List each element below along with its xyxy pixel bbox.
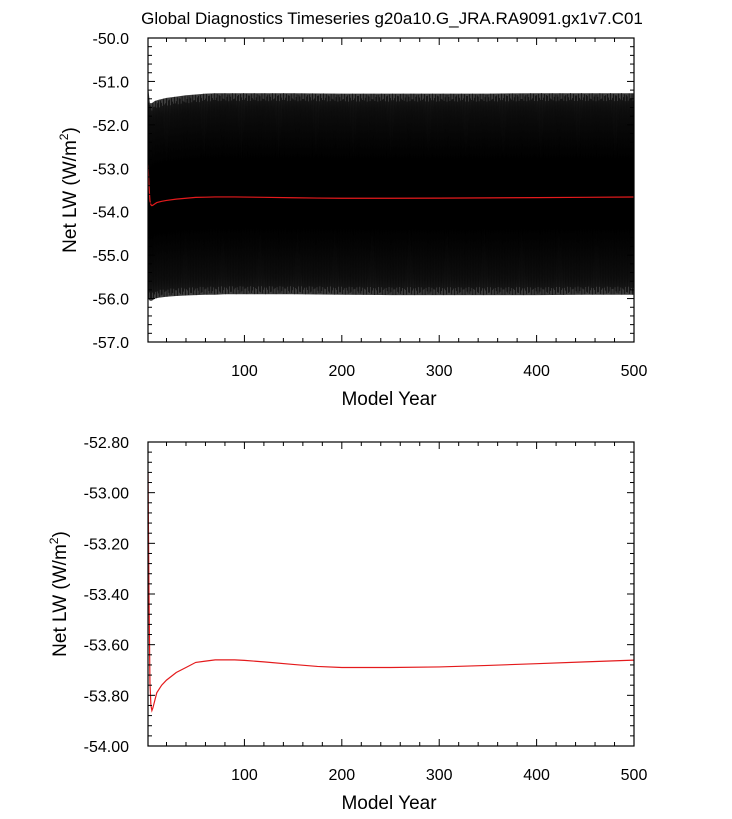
x-axis-label: Model Year <box>341 793 437 814</box>
y-tick-label: -54.00 <box>84 739 129 756</box>
y-tick-label: -54.0 <box>93 205 130 222</box>
y-tick-label: -53.20 <box>84 536 129 553</box>
series-annual-mean-line <box>148 472 634 713</box>
y-tick-label: -55.0 <box>93 248 130 265</box>
y-tick-label: -53.80 <box>84 688 129 705</box>
y-tick-label: -50.0 <box>93 31 130 48</box>
y-tick-label: -53.60 <box>84 638 129 655</box>
x-tick-label: 400 <box>523 363 550 380</box>
plot-area <box>148 85 634 301</box>
plot-area <box>148 472 634 713</box>
y-tick-label: -57.0 <box>93 335 130 352</box>
y-axis-label: Net LW (W/m2) <box>57 127 81 253</box>
series-annual-mean-line <box>148 164 634 207</box>
y-tick-label: -56.0 <box>93 292 130 309</box>
x-tick-label: 100 <box>231 363 258 380</box>
y-tick-label: -51.0 <box>93 74 130 91</box>
x-tick-label: 200 <box>328 767 355 784</box>
x-tick-label: 500 <box>621 767 648 784</box>
plot-frame <box>147 441 635 747</box>
x-tick-label: 400 <box>523 767 550 784</box>
x-tick-label: 200 <box>328 363 355 380</box>
y-tick-label: -53.0 <box>93 161 130 178</box>
y-tick-label: -52.80 <box>84 435 129 452</box>
x-tick-label: 100 <box>231 767 258 784</box>
x-tick-label: 300 <box>426 363 453 380</box>
y-tick-label: -52.0 <box>93 118 130 135</box>
bottom-panel: 100 200 300 400 500 -52.80 -53.00 -53.20 -53.40 -… <box>47 435 647 814</box>
x-tick-label: 300 <box>426 767 453 784</box>
figure-title: Global Diagnostics Timeseries g20a10.G_J… <box>141 9 643 28</box>
y-tick-label: -53.00 <box>84 486 129 503</box>
series-monthly-line <box>148 86 634 299</box>
x-tick-label: 500 <box>621 363 648 380</box>
plot-frame <box>147 37 635 343</box>
y-tick-label: -53.40 <box>84 587 129 604</box>
x-axis-label: Model Year <box>341 389 437 410</box>
top-panel: 100 200 300 400 500 -50.0 -51.0 -52.0 -53.0 -54.0… <box>57 31 647 410</box>
y-axis-label: Net LW (W/m2) <box>47 531 71 657</box>
